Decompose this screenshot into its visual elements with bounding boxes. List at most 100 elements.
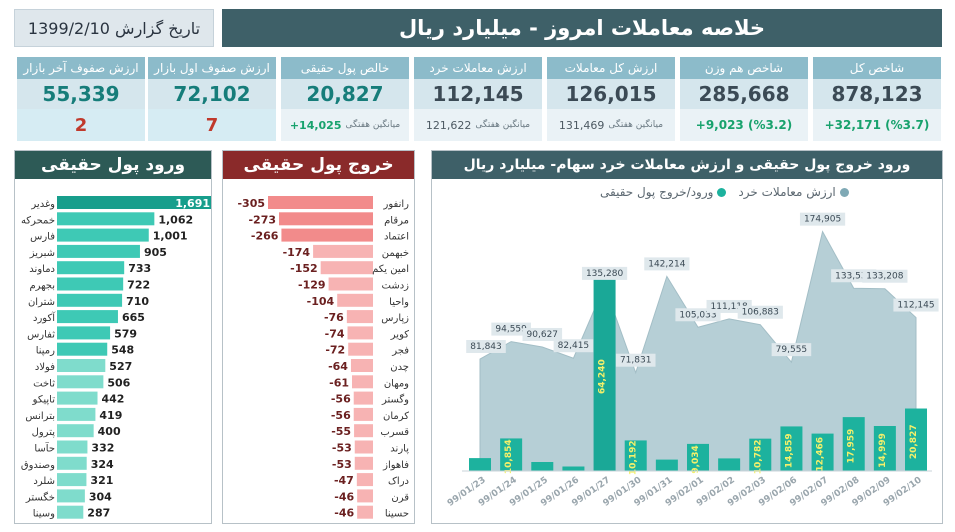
outflow-item-name: دراک: [388, 476, 409, 487]
outflow-item-bar: [357, 505, 373, 519]
inflow-item-value: 665: [122, 311, 145, 324]
card-first-queue-value: ارزش صفوف اول بازار 72,102 7: [148, 57, 276, 141]
net-money-bar: [624, 440, 647, 471]
net-money-bar: [780, 426, 803, 471]
outflow-item-name: خبهمن: [382, 248, 409, 259]
outflow-item-bar: [348, 342, 373, 356]
inflow-item-name: فارس: [30, 232, 55, 243]
net-money-bar-label: 10,854: [504, 439, 514, 474]
card-value: 20,827: [281, 79, 409, 109]
inflow-item-name: حآسا: [34, 442, 55, 455]
card-equal-weight-index: شاخص هم وزن 285,668 +9,023 (%3.2): [680, 57, 808, 141]
inflow-chart: وغدیر 1,691 خمحرکه 1,062 فارس 1,001 شبریز 905 دم…: [21, 196, 211, 520]
area-point-label: 81,843: [470, 342, 502, 352]
net-money-bar: [842, 417, 865, 471]
area-point-label: 133,539: [835, 271, 872, 281]
outflow-item-name: فاهواز: [382, 460, 409, 471]
inflow-item-value: 1,001: [153, 230, 188, 243]
outflow-item-value: -53: [332, 442, 352, 455]
net-money-bar: [469, 458, 491, 471]
area-point-label: 133,208: [866, 272, 903, 282]
inflow-item-value: 579: [114, 327, 137, 340]
card-label: خالص پول حقیقی: [281, 57, 409, 79]
outflow-item-name: کویر: [390, 329, 409, 340]
inflow-item-bar: [57, 326, 111, 340]
avg-label: میانگین هفتگی: [345, 120, 401, 130]
outflow-item-value: -53: [332, 458, 352, 471]
inflow-item-bar: [57, 440, 88, 454]
outflow-item-name: وگستر: [381, 394, 409, 406]
inflow-item-value: 527: [109, 360, 132, 373]
outflow-item-bar: [337, 293, 373, 307]
outflow-item-bar: [328, 277, 373, 291]
outflow-item-value: -152: [290, 262, 318, 275]
outflow-item-bar: [353, 391, 373, 405]
outflow-item-bar: [279, 212, 373, 226]
area-label-bg: [466, 340, 506, 354]
report-date: تاریخ گزارش 1399/2/10: [14, 9, 214, 47]
net-money-bar: [687, 443, 709, 471]
outflow-item-name: امین یکم: [372, 264, 409, 275]
net-money-bar-label: 10,782: [753, 439, 763, 474]
inflow-item-value: 1,062: [158, 213, 193, 226]
outflow-item-value: -266: [251, 230, 279, 243]
net-money-bar: [500, 438, 523, 471]
inflow-panel: ورود پول حقیقی وغدیر 1,691 خمحرکه 1,062 فارس…: [14, 150, 212, 524]
inflow-item-bar: [57, 310, 118, 324]
inflow-item-value: 400: [98, 425, 121, 438]
outflow-item-name: اعتماد: [384, 232, 409, 243]
outflow-item-bar: [346, 310, 373, 324]
outflow-item-name: قسرب: [380, 427, 409, 438]
trend-title: ورود خروج پول حقیقی و ارزش معاملات خرد س…: [432, 151, 942, 179]
outflow-item-name: فجر: [391, 346, 409, 357]
inflow-item-bar: [57, 505, 84, 519]
card-weekly-avg: 121,622 میانگین هفتگی: [414, 109, 542, 141]
inflow-item-bar: [57, 196, 211, 209]
avg-value: 121,622: [425, 118, 472, 132]
inflow-item-bar: [57, 261, 125, 275]
inflow-item-name: بجهرم: [29, 281, 55, 292]
card-retail-trade-value: ارزش معاملات خرد 112,145 121,622 میانگین …: [414, 57, 542, 141]
area-point-label: 174,905: [804, 215, 841, 225]
card-label: شاخص کل: [813, 57, 941, 79]
outflow-item-bar: [354, 440, 373, 454]
area-point-label: 105,033: [679, 310, 716, 320]
outflow-item-value: -76: [324, 311, 344, 324]
outflow-item-value: -273: [248, 213, 276, 226]
outflow-item-name: رانفور: [383, 199, 410, 210]
inflow-item-name: شلرد: [33, 476, 55, 487]
area-label-bg: [522, 327, 563, 341]
area-label-bg: [491, 322, 531, 336]
outflow-item-value: -129: [298, 279, 326, 292]
card-label: ارزش صفوف آخر بازار: [17, 57, 145, 79]
card-weekly-avg: +14,025 میانگین هفتگی: [281, 109, 409, 141]
net-money-bar-label: 14,999: [878, 433, 888, 468]
avg-value: +14,025: [289, 118, 342, 132]
outflow-item-name: مرقام: [384, 215, 409, 226]
net-money-bar: [811, 433, 834, 471]
outflow-item-name: قرن: [391, 492, 409, 503]
trend-panel: ورود خروج پول حقیقی و ارزش معاملات خرد س…: [431, 150, 943, 524]
card-change: +32,171 (%3.7): [813, 109, 941, 141]
inflow-item-bar: [57, 456, 87, 470]
area-label-bg: [893, 298, 939, 312]
inflow-item-value: 710: [126, 295, 149, 308]
outflow-item-value: -55: [331, 425, 351, 438]
inflow-item-value: 506: [107, 376, 130, 389]
outflow-item-name: چدن: [390, 362, 409, 373]
area-label-bg: [553, 339, 594, 353]
net-money-bar: [749, 438, 772, 471]
card-change: +9,023 (%3.2): [680, 109, 808, 141]
area-point-label: 94,559: [495, 325, 527, 335]
legend-bar-label: ورود/خروج پول حقیقی: [600, 185, 714, 199]
outflow-item-bar: [353, 407, 373, 421]
card-total-index: شاخص کل 878,123 +32,171 (%3.7): [813, 57, 941, 141]
inflow-item-value: 324: [91, 458, 114, 471]
inflow-item-bar: [57, 342, 108, 356]
outflow-item-value: -46: [334, 507, 354, 520]
outflow-item-name: حسینا: [385, 509, 409, 520]
card-value: 55,339: [17, 79, 145, 109]
outflow-item-value: -74: [325, 327, 345, 340]
card-value: 126,015: [547, 79, 675, 109]
net-money-bar: [593, 278, 616, 471]
